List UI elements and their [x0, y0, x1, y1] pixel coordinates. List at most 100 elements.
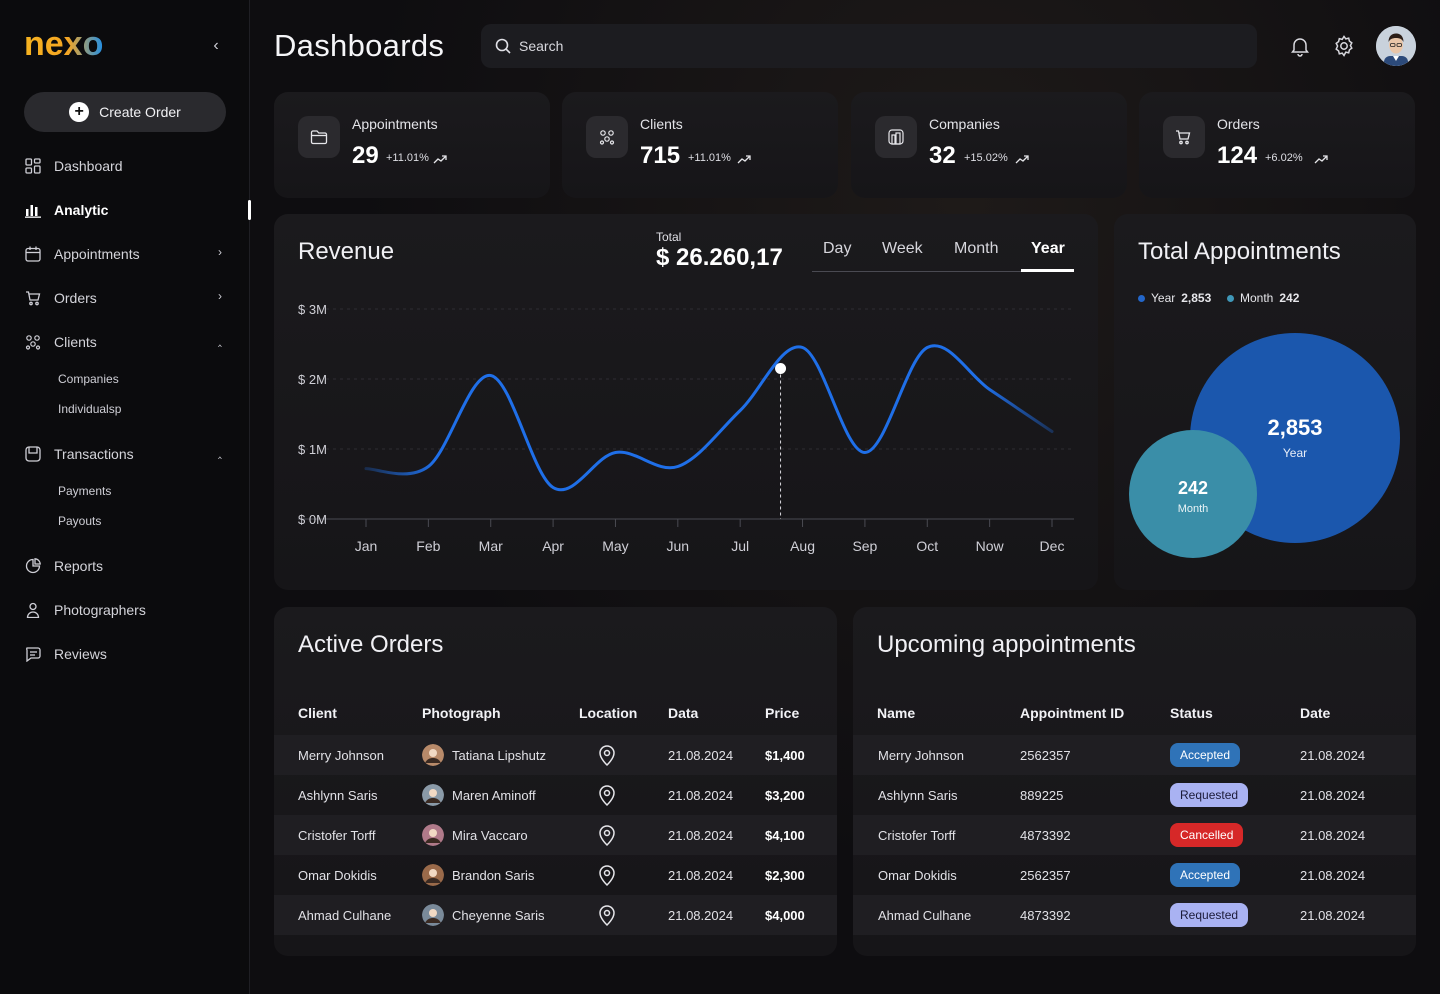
create-order-label: Create Order [99, 104, 181, 120]
x-tick-label: Jul [731, 538, 749, 554]
x-tick-label: Dec [1040, 538, 1065, 554]
appointment-date: 21.08.2024 [1300, 788, 1366, 803]
x-tick-label: Sep [852, 538, 877, 554]
appointment-id: 2562357 [1020, 868, 1071, 883]
sidebar-item-label: Reports [54, 558, 104, 574]
trend-up-icon [1314, 155, 1328, 164]
appointment-id: 889225 [1020, 788, 1064, 803]
table-row[interactable]: Ahmad Culhane Cheyenne Saris 21.08.2024 $4,… [274, 895, 837, 935]
revenue-chart: $ 0M $ 1M $ 2M $ 3M Jan Feb Mar Apr May Jun Jul Aug… [298, 302, 1074, 554]
search-input[interactable] [519, 38, 1219, 54]
year-value: 2,853 [1267, 415, 1322, 440]
order-date: 21.08.2024 [668, 788, 734, 803]
sidebar-item-label: Clients [54, 334, 97, 350]
month-value: 242 [1178, 478, 1208, 498]
search-bar[interactable] [481, 24, 1257, 68]
appointment-date: 21.08.2024 [1300, 748, 1366, 763]
create-order-button[interactable]: + Create Order [24, 92, 226, 132]
user-avatar[interactable] [1376, 26, 1416, 66]
photographer-name: Brandon Saris [452, 868, 535, 883]
table-row[interactable]: Omar Dokidis Brandon Saris 21.08.2024 $2,30… [274, 855, 837, 895]
stat-label: Appointments [352, 116, 438, 132]
sidebar-item-label: Photographers [54, 602, 146, 618]
active-orders-title: Active Orders [298, 631, 444, 658]
page-title: Dashboards [274, 28, 445, 63]
sidebar-item-analytic[interactable]: Analytic [0, 188, 251, 232]
location-pin-icon[interactable] [597, 864, 617, 886]
sidebar-subitem-individuals[interactable]: Individualsp [58, 402, 122, 416]
client-name: Ahmad Culhane [298, 908, 392, 923]
client-name: Merry Johnson [298, 748, 384, 763]
table-row[interactable]: Merry Johnson 2562357 Accepted 21.08.2024 [853, 735, 1416, 775]
table-row[interactable]: Merry Johnson Tatiana Lipshutz 21.08.2024 $… [274, 735, 837, 775]
client-name: Ashlynn Saris [298, 788, 378, 803]
sidebar-item-appointments[interactable]: Appointments › [0, 232, 250, 276]
sidebar: nexo ‹ + Create Order Dashboard Analytic… [0, 0, 251, 994]
search-icon [495, 38, 511, 54]
building-icon [875, 116, 917, 158]
location-pin-icon[interactable] [597, 744, 617, 766]
stat-value: 29 [352, 142, 379, 169]
sidebar-subitem-payments[interactable]: Payments [58, 484, 112, 498]
photographer-name: Tatiana Lipshutz [452, 748, 546, 763]
column-header: Status [1170, 705, 1213, 721]
y-tick-label: $ 0M [298, 512, 327, 527]
chevron-up-icon: ‸ [217, 333, 222, 347]
sidebar-item-transactions[interactable]: Transactions ‸ [0, 432, 250, 476]
pie-icon [24, 557, 42, 575]
table-row[interactable]: Cristofer Torff Mira Vaccaro 21.08.2024 $4,… [274, 815, 837, 855]
sidebar-item-label: Analytic [54, 202, 109, 218]
sidebar-subitem-companies[interactable]: Companies [58, 372, 119, 386]
sidebar-item-reports[interactable]: Reports [0, 544, 250, 588]
table-row[interactable]: Ashlynn Saris 889225 Requested 21.08.2024 [853, 775, 1416, 815]
table-row[interactable]: Ashlynn Saris Maren Aminoff 21.08.2024 $3,2… [274, 775, 837, 815]
legend-label: Year [1151, 291, 1176, 305]
x-tick-label: Mar [479, 538, 503, 554]
x-tick-label: Oct [916, 538, 938, 554]
appointment-date: 21.08.2024 [1300, 828, 1366, 843]
order-date: 21.08.2024 [668, 868, 734, 883]
wallet-icon [24, 445, 42, 463]
sidebar-item-dashboard[interactable]: Dashboard [0, 144, 250, 188]
status-badge: Accepted [1170, 863, 1241, 887]
tab-month[interactable]: Month [954, 240, 999, 257]
tab-week[interactable]: Week [882, 240, 923, 257]
sidebar-item-label: Dashboard [54, 158, 123, 174]
sidebar-item-orders[interactable]: Orders › [0, 276, 250, 320]
sidebar-item-reviews[interactable]: Reviews [0, 632, 250, 676]
x-tick-label: May [602, 538, 628, 554]
table-row[interactable]: Omar Dokidis 2562357 Accepted 21.08.2024 [853, 855, 1416, 895]
status-badge: Accepted [1170, 743, 1241, 767]
sidebar-item-photographers[interactable]: Photographers [0, 588, 250, 632]
table-row[interactable]: Ahmad Culhane 4873392 Requested 21.08.2024 [853, 895, 1416, 935]
legend-label: Month [1240, 291, 1274, 305]
collapse-sidebar-button[interactable]: ‹ [213, 37, 219, 54]
table-row[interactable]: Cristofer Torff 4873392 Cancelled 21.08.202… [853, 815, 1416, 855]
folder-icon [298, 116, 340, 158]
tab-day[interactable]: Day [823, 240, 852, 257]
sidebar-subitem-payouts[interactable]: Payouts [58, 514, 102, 528]
client-name: Omar Dokidis [298, 868, 377, 883]
chevron-right-icon: › [218, 245, 222, 259]
total-appointments-title: Total Appointments [1138, 238, 1341, 265]
tab-year[interactable]: Year [1031, 240, 1065, 257]
sidebar-item-label: Transactions [54, 446, 134, 462]
bell-icon[interactable] [1288, 34, 1312, 58]
location-pin-icon[interactable] [597, 904, 617, 926]
legend-dot [1227, 294, 1234, 302]
stat-change: +15.02% [964, 152, 1008, 164]
location-pin-icon[interactable] [597, 784, 617, 806]
stat-value: 715 [640, 142, 681, 169]
appointment-id: 2562357 [1020, 748, 1071, 763]
order-price: $2,300 [765, 868, 805, 883]
appointment-name: Ahmad Culhane [878, 908, 972, 923]
stat-card-clients: Clients 715 +11.01% [562, 92, 838, 198]
order-date: 21.08.2024 [668, 828, 734, 843]
location-pin-icon[interactable] [597, 824, 617, 846]
sidebar-nav: Dashboard Analytic Appointments › Orders… [0, 144, 251, 676]
appointment-date: 21.08.2024 [1300, 868, 1366, 883]
sidebar-item-clients[interactable]: Clients ‸ [0, 320, 250, 364]
gear-icon[interactable] [1332, 34, 1356, 58]
photographer-avatar [422, 824, 444, 846]
stat-label: Clients [640, 116, 683, 132]
